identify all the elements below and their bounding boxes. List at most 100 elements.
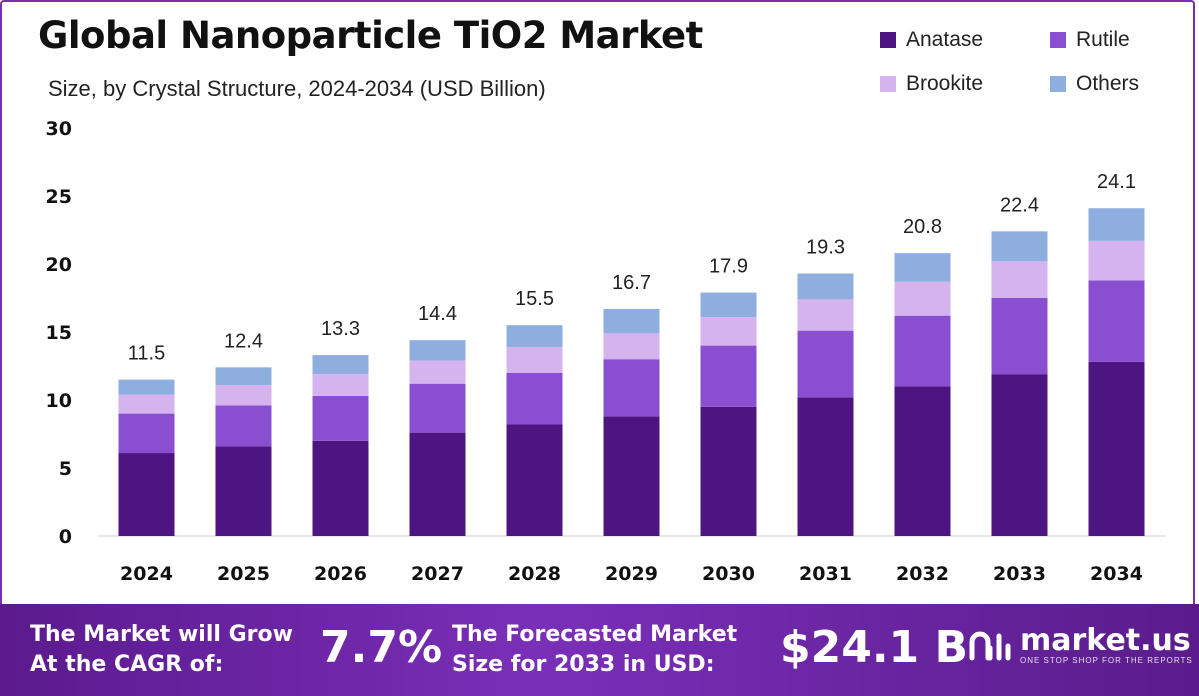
legend-swatch-rutile <box>1050 32 1066 48</box>
x-tick-label-2027: 2027 <box>411 563 464 585</box>
y-tick-label: 0 <box>59 526 72 548</box>
x-tick-label-2031: 2031 <box>799 563 852 585</box>
y-tick-label: 30 <box>46 118 72 140</box>
total-label-2029: 16.7 <box>612 272 651 294</box>
bar-segment-rutile-2034 <box>1088 280 1145 362</box>
bar-segment-others-2028 <box>506 325 563 347</box>
legend-swatch-brookite <box>880 76 896 92</box>
total-label-2026: 13.3 <box>321 318 360 340</box>
bar-segment-rutile-2030 <box>700 345 757 407</box>
legend-label-brookite: Brookite <box>906 72 984 95</box>
x-tick-label-2033: 2033 <box>993 563 1046 585</box>
bar-segment-others-2026 <box>312 355 369 375</box>
bar-segment-anatase-2032 <box>894 386 951 536</box>
legend-item-rutile: Rutile <box>1050 28 1180 52</box>
legend-swatch-others <box>1050 76 1066 92</box>
cagr-label-line2: At the CAGR of: <box>30 652 224 677</box>
bar-segment-anatase-2029 <box>603 416 660 536</box>
bar-segment-anatase-2027 <box>409 432 466 536</box>
bar-segment-others-2024 <box>118 379 175 395</box>
bar-segment-rutile-2029 <box>603 359 660 417</box>
x-tick-label-2028: 2028 <box>508 563 561 585</box>
x-tick-label-2025: 2025 <box>217 563 270 585</box>
footer-banner: The Market will Grow At the CAGR of: 7.7… <box>0 604 1199 696</box>
total-label-2031: 19.3 <box>806 237 845 259</box>
bar-segment-brookite-2028 <box>506 346 563 373</box>
bar-segment-others-2025 <box>215 367 272 386</box>
y-tick-label: 25 <box>46 186 72 208</box>
bar-segment-rutile-2033 <box>991 298 1048 375</box>
legend-item-others: Others <box>1050 72 1180 96</box>
bar-segment-anatase-2034 <box>1088 361 1145 536</box>
bar-segment-anatase-2026 <box>312 440 369 536</box>
legend: Anatase Rutile Brookite Others <box>880 28 1180 96</box>
bar-segment-rutile-2026 <box>312 395 369 441</box>
total-label-2033: 22.4 <box>1000 194 1039 216</box>
x-tick-label-2034: 2034 <box>1090 563 1143 585</box>
y-tick-label: 10 <box>46 390 72 412</box>
brand-tagline: ONE STOP SHOP FOR THE REPORTS <box>1020 656 1193 665</box>
brand-name: market.us <box>1020 623 1191 658</box>
total-label-2030: 17.9 <box>709 256 748 278</box>
legend-label-rutile: Rutile <box>1076 28 1130 51</box>
bar-segment-brookite-2025 <box>215 385 272 406</box>
bar-segment-rutile-2024 <box>118 413 175 454</box>
bar-segment-brookite-2024 <box>118 394 175 414</box>
y-tick-label: 15 <box>46 322 72 344</box>
legend-swatch-anatase <box>880 32 896 48</box>
bar-segment-brookite-2034 <box>1088 240 1145 281</box>
forecast-label-line2: Size for 2033 in USD: <box>452 652 715 677</box>
legend-item-anatase: Anatase <box>880 28 1050 52</box>
stacked-bar-chart: 05101520253011.5202412.4202513.3202614.4… <box>46 118 1165 585</box>
forecast-label: The Forecasted Market Size for 2033 in U… <box>452 620 737 680</box>
x-tick-label-2032: 2032 <box>896 563 949 585</box>
bar-segment-anatase-2031 <box>797 397 854 536</box>
bar-segment-anatase-2025 <box>215 446 272 536</box>
bar-segment-others-2033 <box>991 231 1048 262</box>
cagr-label-line1: The Market will Grow <box>30 622 293 647</box>
x-tick-label-2026: 2026 <box>314 563 367 585</box>
x-tick-label-2024: 2024 <box>120 563 173 585</box>
legend-label-others: Others <box>1076 72 1140 95</box>
total-label-2028: 15.5 <box>515 288 554 310</box>
total-label-2025: 12.4 <box>224 330 263 352</box>
bar-segment-anatase-2024 <box>118 453 175 536</box>
cagr-value: 7.7% <box>320 622 443 673</box>
bar-segment-others-2032 <box>894 253 951 282</box>
bar-segment-rutile-2027 <box>409 383 466 433</box>
bar-segment-others-2031 <box>797 273 854 300</box>
cagr-label: The Market will Grow At the CAGR of: <box>30 620 293 680</box>
total-label-2027: 14.4 <box>418 303 457 325</box>
bar-segment-rutile-2032 <box>894 315 951 387</box>
bar-segment-brookite-2026 <box>312 374 369 396</box>
bar-segment-brookite-2031 <box>797 299 854 331</box>
bar-segment-anatase-2033 <box>991 374 1048 536</box>
bar-segment-rutile-2025 <box>215 405 272 447</box>
total-label-2032: 20.8 <box>903 216 942 238</box>
chart-title: Global Nanoparticle TiO2 Market <box>38 14 703 57</box>
bar-segment-anatase-2030 <box>700 406 757 536</box>
x-tick-label-2030: 2030 <box>702 563 755 585</box>
forecast-value: $24.1 B <box>780 622 969 673</box>
bar-segment-brookite-2030 <box>700 317 757 346</box>
total-label-2024: 11.5 <box>128 343 165 365</box>
bar-segment-rutile-2031 <box>797 330 854 398</box>
bar-segment-brookite-2032 <box>894 281 951 316</box>
chart-subtitle: Size, by Crystal Structure, 2024-2034 (U… <box>48 76 546 101</box>
forecast-label-line1: The Forecasted Market <box>452 622 738 647</box>
bar-segment-anatase-2028 <box>506 424 563 536</box>
y-tick-label: 5 <box>59 458 72 480</box>
bar-segment-rutile-2028 <box>506 372 563 425</box>
legend-item-brookite: Brookite <box>880 72 1050 96</box>
bar-segment-others-2029 <box>603 308 660 334</box>
bar-segment-brookite-2027 <box>409 360 466 384</box>
bar-segment-others-2027 <box>409 340 466 361</box>
x-tick-label-2029: 2029 <box>605 563 658 585</box>
bar-segment-others-2030 <box>700 292 757 318</box>
brand-logo: market.us ONE STOP SHOP FOR THE REPORTS <box>968 626 1193 665</box>
total-label-2034: 24.1 <box>1097 171 1136 193</box>
y-tick-label: 20 <box>46 254 72 276</box>
bar-segment-brookite-2033 <box>991 261 1048 298</box>
legend-label-anatase: Anatase <box>906 28 984 51</box>
bar-segment-brookite-2029 <box>603 333 660 360</box>
